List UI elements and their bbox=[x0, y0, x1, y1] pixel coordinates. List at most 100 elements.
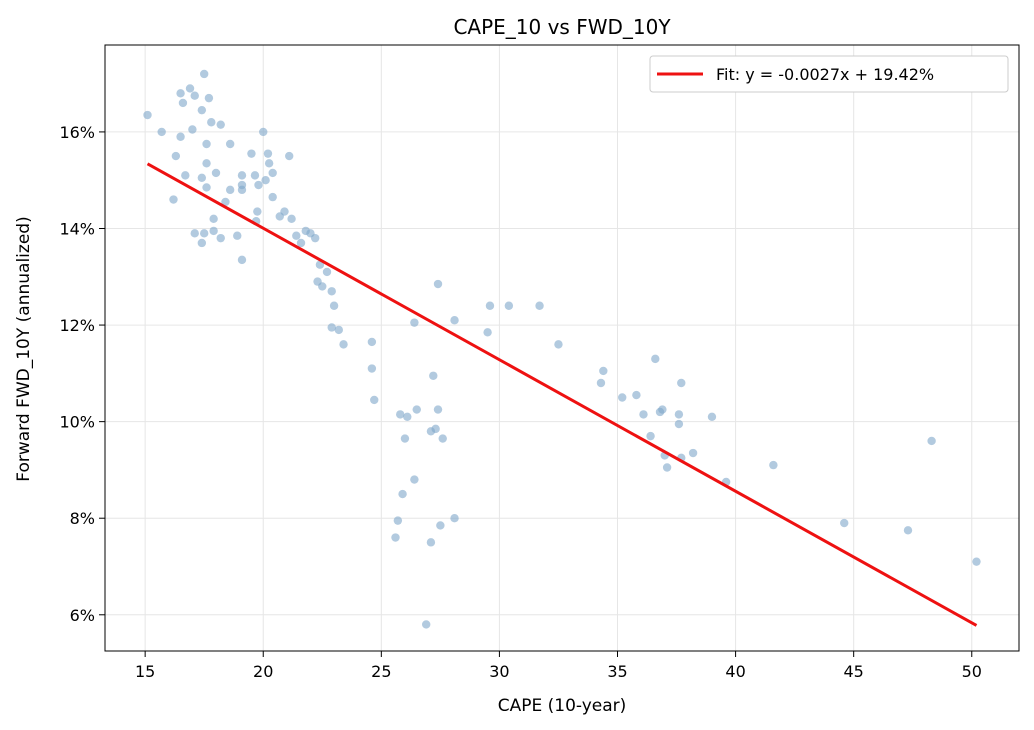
x-axis-ticks: 15 20 25 30 35 40 45 50 bbox=[135, 651, 982, 681]
data-point bbox=[185, 84, 195, 93]
scatter-points bbox=[143, 69, 981, 629]
data-point bbox=[237, 171, 247, 180]
data-point bbox=[334, 325, 344, 335]
data-point bbox=[429, 371, 438, 380]
data-point bbox=[263, 149, 273, 158]
data-point bbox=[485, 301, 495, 310]
data-point bbox=[285, 151, 294, 161]
data-point bbox=[677, 378, 686, 388]
data-point bbox=[253, 207, 262, 216]
data-point bbox=[707, 412, 717, 422]
data-point bbox=[207, 118, 216, 127]
data-point bbox=[287, 214, 296, 224]
data-point bbox=[393, 516, 403, 525]
data-point bbox=[646, 431, 655, 441]
data-point bbox=[250, 171, 260, 180]
data-point bbox=[658, 405, 667, 414]
x-tick-label: 25 bbox=[371, 662, 391, 681]
data-point bbox=[410, 475, 419, 484]
data-point bbox=[247, 149, 256, 158]
data-point bbox=[431, 424, 440, 434]
data-point bbox=[450, 514, 459, 523]
data-point bbox=[927, 436, 936, 446]
data-point bbox=[903, 526, 913, 535]
data-point bbox=[211, 168, 221, 178]
data-point bbox=[143, 110, 152, 120]
data-point bbox=[209, 226, 218, 236]
data-point bbox=[596, 378, 606, 388]
data-point bbox=[651, 354, 660, 364]
data-point bbox=[674, 410, 684, 419]
data-point bbox=[254, 180, 263, 190]
x-tick-label: 20 bbox=[253, 662, 273, 681]
data-point bbox=[157, 127, 166, 137]
data-point bbox=[433, 279, 443, 289]
data-point bbox=[225, 185, 235, 195]
data-point bbox=[280, 207, 289, 216]
data-point bbox=[632, 390, 641, 400]
data-point bbox=[259, 127, 268, 137]
x-axis-label: CAPE (10-year) bbox=[498, 696, 627, 716]
data-point bbox=[639, 410, 648, 419]
data-point bbox=[202, 159, 211, 168]
data-point bbox=[310, 233, 320, 243]
y-tick-label: 16% bbox=[59, 123, 95, 142]
data-point bbox=[662, 463, 672, 472]
data-point bbox=[188, 125, 197, 134]
fit-line-group bbox=[146, 162, 978, 627]
data-point bbox=[176, 132, 185, 141]
data-point bbox=[367, 337, 377, 347]
data-point bbox=[190, 229, 199, 238]
data-point bbox=[202, 139, 211, 149]
x-tick-label: 30 bbox=[489, 662, 509, 681]
data-point bbox=[221, 197, 230, 207]
data-point bbox=[292, 231, 301, 240]
data-point bbox=[410, 318, 419, 327]
data-point bbox=[391, 533, 400, 542]
data-point bbox=[769, 460, 778, 470]
data-point bbox=[688, 448, 698, 458]
data-point bbox=[237, 185, 247, 195]
x-tick-label: 45 bbox=[843, 662, 863, 681]
data-point bbox=[216, 120, 225, 129]
data-point bbox=[268, 192, 277, 202]
data-point bbox=[318, 282, 327, 291]
data-point bbox=[618, 393, 627, 402]
data-point bbox=[181, 171, 190, 180]
data-point bbox=[396, 410, 405, 419]
data-point bbox=[268, 168, 277, 178]
data-point bbox=[370, 395, 379, 405]
data-point bbox=[199, 69, 209, 79]
data-point bbox=[674, 419, 684, 429]
data-point bbox=[367, 364, 377, 373]
data-point bbox=[296, 238, 306, 248]
data-point bbox=[261, 176, 270, 185]
y-axis-ticks: 6% 8% 10% 12% 14% 16% bbox=[59, 123, 105, 625]
x-tick-label: 15 bbox=[135, 662, 155, 681]
data-point bbox=[237, 255, 247, 265]
data-point bbox=[972, 557, 981, 566]
data-point bbox=[176, 89, 185, 98]
data-point bbox=[599, 366, 608, 376]
data-point bbox=[450, 316, 459, 325]
data-point bbox=[339, 340, 348, 349]
data-point bbox=[412, 405, 421, 414]
data-point bbox=[436, 521, 445, 530]
data-point bbox=[483, 328, 492, 337]
data-point bbox=[171, 151, 181, 161]
grid-lines bbox=[105, 45, 1019, 651]
data-point bbox=[216, 233, 225, 243]
y-tick-label: 8% bbox=[70, 509, 95, 528]
data-point bbox=[197, 173, 207, 182]
data-point bbox=[199, 229, 209, 238]
data-point bbox=[233, 231, 242, 240]
data-point bbox=[264, 159, 274, 168]
data-point bbox=[204, 93, 214, 103]
data-point bbox=[554, 340, 563, 349]
y-tick-label: 6% bbox=[70, 606, 95, 625]
data-point bbox=[398, 489, 407, 499]
fit-line bbox=[146, 162, 978, 627]
data-point bbox=[421, 620, 431, 629]
y-axis-label: Forward FWD_10Y (annualized) bbox=[14, 216, 34, 481]
